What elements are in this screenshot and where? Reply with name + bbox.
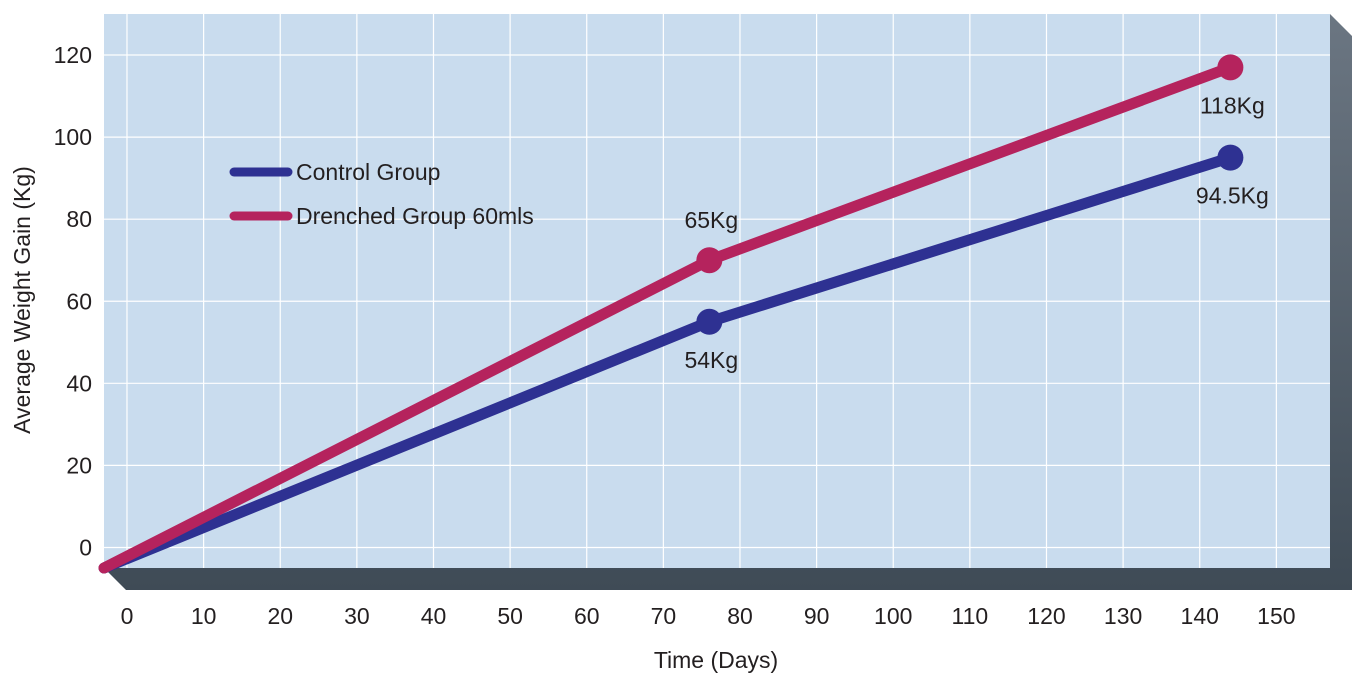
data-label: 94.5Kg	[1196, 183, 1269, 209]
data-point	[1217, 144, 1244, 171]
y-tick-label: 80	[66, 206, 92, 232]
x-tick-label: 50	[497, 603, 523, 629]
x-tick-label: 110	[952, 603, 989, 629]
y-tick-label: 20	[66, 452, 92, 478]
data-label: 54Kg	[684, 347, 738, 373]
x-tick-label: 90	[804, 603, 830, 629]
data-labels: 54Kg 94.5Kg 65Kg 118Kg	[684, 92, 1268, 372]
y-axis-ticks: 0 20 40 60 80 100 120	[54, 42, 92, 560]
x-tick-label: 100	[874, 603, 912, 629]
x-tick-label: 40	[421, 603, 447, 629]
legend-label-drenched: Drenched Group 60mls	[296, 203, 534, 229]
data-point	[696, 308, 723, 335]
data-label: 65Kg	[684, 207, 738, 233]
x-tick-label: 60	[574, 603, 600, 629]
y-tick-label: 120	[54, 42, 92, 68]
y-tick-label: 0	[79, 534, 92, 560]
legend-label-control: Control Group	[296, 159, 440, 185]
y-tick-label: 40	[66, 370, 92, 396]
x-axis-title: Time (Days)	[654, 647, 778, 673]
y-tick-label: 100	[54, 124, 92, 150]
x-tick-label: 0	[121, 603, 134, 629]
x-tick-label: 30	[344, 603, 370, 629]
legend-item-control: Control Group	[229, 159, 440, 185]
y-tick-label: 60	[66, 288, 92, 314]
legend: Control Group Drenched Group 60mls	[229, 159, 534, 229]
x-tick-label: 70	[651, 603, 677, 629]
x-tick-label: 120	[1027, 603, 1065, 629]
data-points	[696, 54, 1244, 335]
x-tick-label: 140	[1181, 603, 1219, 629]
legend-item-drenched: Drenched Group 60mls	[229, 203, 534, 229]
x-tick-label: 20	[267, 603, 293, 629]
x-tick-label: 130	[1104, 603, 1142, 629]
x-tick-label: 80	[727, 603, 753, 629]
data-point	[1217, 54, 1244, 81]
y-axis-title: Average Weight Gain (Kg)	[9, 166, 35, 434]
x-tick-label: 10	[191, 603, 217, 629]
x-axis-ticks: 0 10 20 30 40 50 60 70 80 90 100 110 120 130 140 150	[121, 603, 1296, 629]
data-point	[696, 247, 723, 274]
data-label: 118Kg	[1200, 92, 1265, 118]
x-tick-label: 150	[1257, 603, 1295, 629]
